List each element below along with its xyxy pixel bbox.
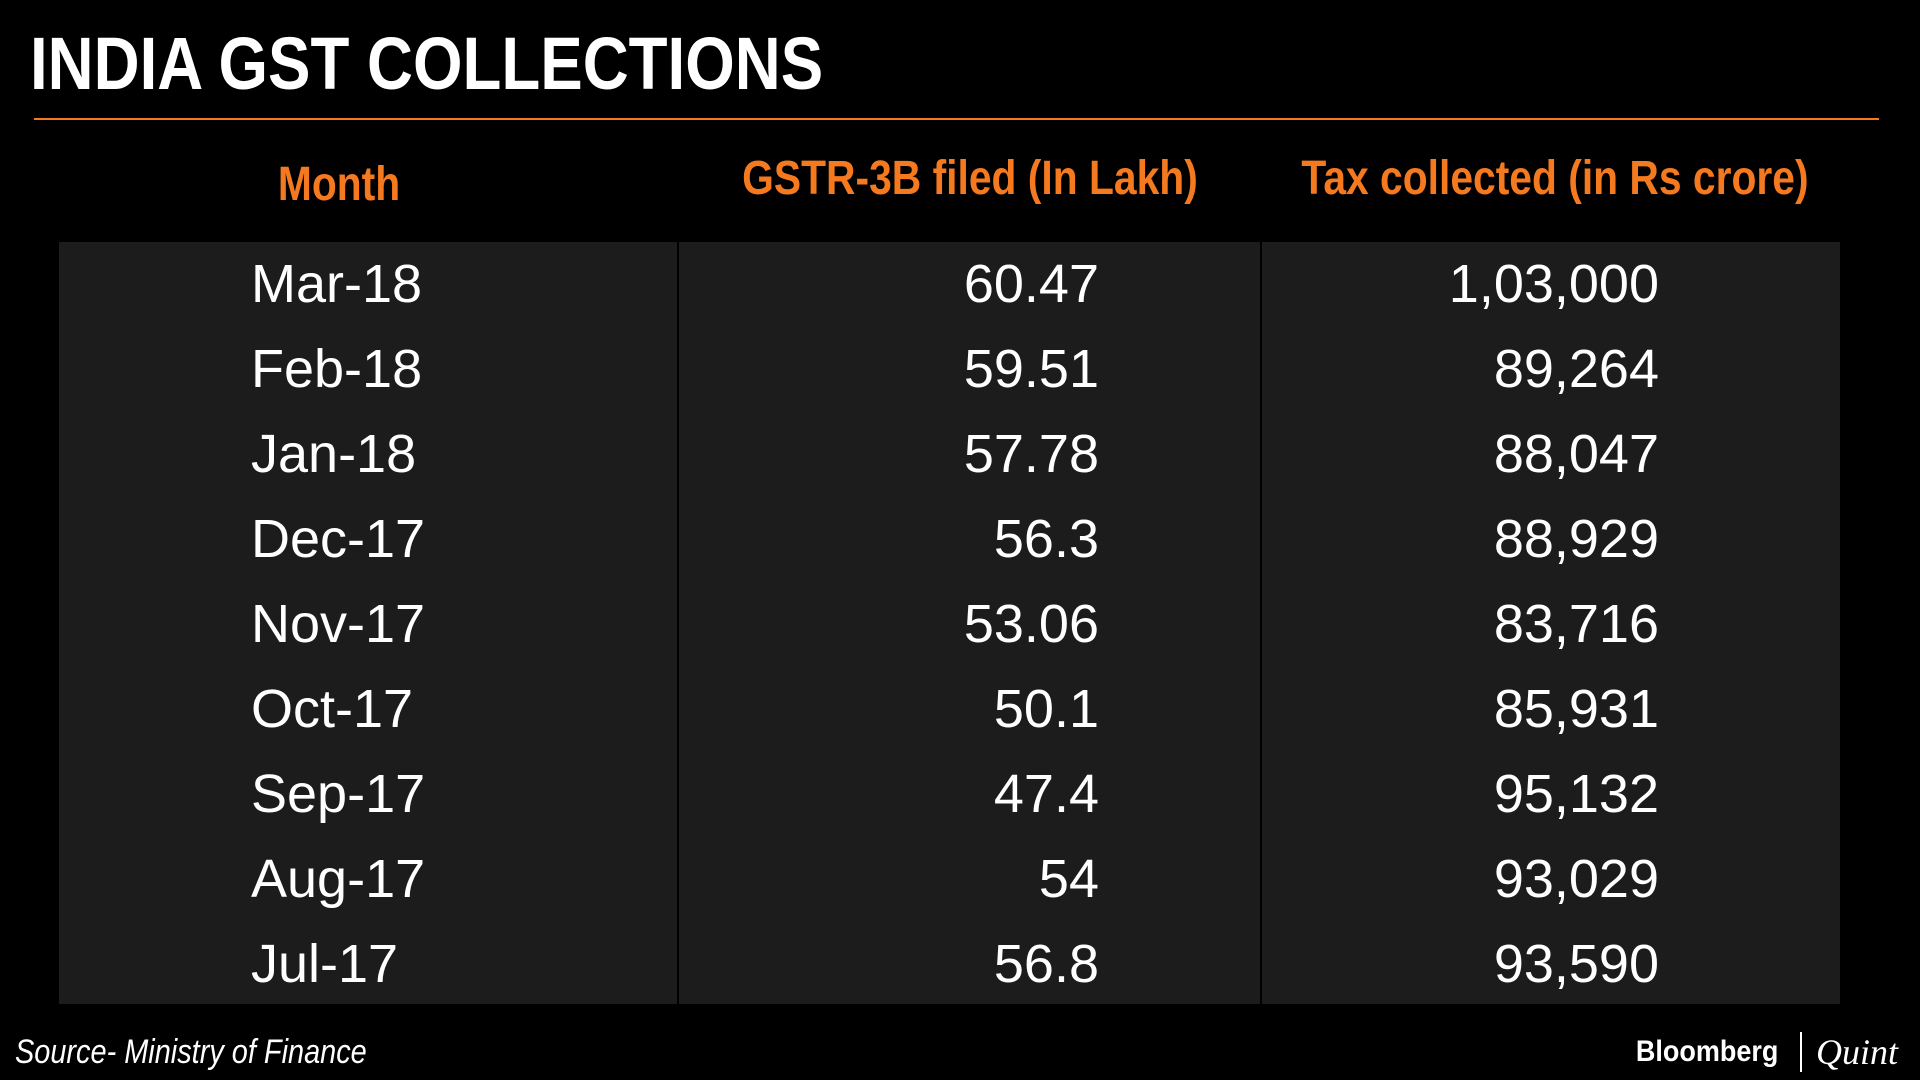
column-header-month: Month — [277, 158, 401, 211]
column-divider — [677, 242, 679, 1004]
chart-title: INDIA GST COLLECTIONS — [30, 22, 824, 105]
table-row: Oct-17 50.1 85,931 — [59, 667, 1840, 752]
cell-gstr-filed: 47.4 — [993, 764, 1099, 824]
cell-tax-collected: 95,132 — [1493, 764, 1659, 824]
cell-tax-collected: 83,716 — [1493, 594, 1659, 654]
cell-tax-collected: 89,264 — [1493, 339, 1659, 399]
cell-gstr-filed: 50.1 — [993, 679, 1099, 739]
table-row: Sep-17 47.4 95,132 — [59, 752, 1840, 837]
brand-logo: Bloomberg Quint — [1628, 1028, 1898, 1076]
cell-tax-collected: 85,931 — [1493, 679, 1659, 739]
column-divider — [1260, 242, 1262, 1004]
cell-gstr-filed: 60.47 — [963, 254, 1099, 314]
table-row: Feb-18 59.51 89,264 — [59, 327, 1840, 412]
cell-gstr-filed: 59.51 — [963, 339, 1099, 399]
cell-gstr-filed: 54 — [1038, 849, 1099, 909]
cell-month: Oct-17 — [251, 679, 414, 739]
cell-tax-collected: 1,03,000 — [1448, 254, 1659, 314]
cell-gstr-filed: 56.3 — [993, 509, 1099, 569]
table-row: Aug-17 54 93,029 — [59, 837, 1840, 922]
cell-month: Aug-17 — [251, 849, 426, 909]
cell-month: Mar-18 — [251, 254, 423, 314]
table-body — [59, 242, 1840, 1004]
table-row: Jul-17 56.8 93,590 — [59, 922, 1840, 1007]
cell-tax-collected: 88,929 — [1493, 509, 1659, 569]
column-header-gstr-filed: GSTR-3B filed (In Lakh) — [742, 152, 1198, 205]
cell-month: Jan-18 — [251, 424, 417, 484]
cell-tax-collected: 93,590 — [1493, 934, 1659, 994]
cell-month: Feb-18 — [251, 339, 423, 399]
cell-tax-collected: 88,047 — [1493, 424, 1659, 484]
cell-tax-collected: 93,029 — [1493, 849, 1659, 909]
cell-gstr-filed: 53.06 — [963, 594, 1099, 654]
brand-divider — [1799, 1032, 1802, 1072]
brand-primary: Bloomberg — [1635, 1035, 1779, 1068]
column-header-tax-collected: Tax collected (in Rs crore) — [1301, 152, 1809, 205]
table-row: Mar-18 60.47 1,03,000 — [59, 242, 1840, 327]
cell-month: Sep-17 — [251, 764, 426, 824]
cell-gstr-filed: 57.78 — [963, 424, 1099, 484]
cell-gstr-filed: 56.8 — [993, 934, 1099, 994]
cell-month: Dec-17 — [251, 509, 426, 569]
source-note: Source- Ministry of Finance — [15, 1033, 367, 1071]
cell-month: Jul-17 — [251, 934, 399, 994]
table-row: Dec-17 56.3 88,929 — [59, 497, 1840, 582]
title-divider — [34, 118, 1879, 120]
table-row: Nov-17 53.06 83,716 — [59, 582, 1840, 667]
cell-month: Nov-17 — [251, 594, 426, 654]
table-row: Jan-18 57.78 88,047 — [59, 412, 1840, 497]
brand-secondary: Quint — [1815, 1032, 1898, 1072]
